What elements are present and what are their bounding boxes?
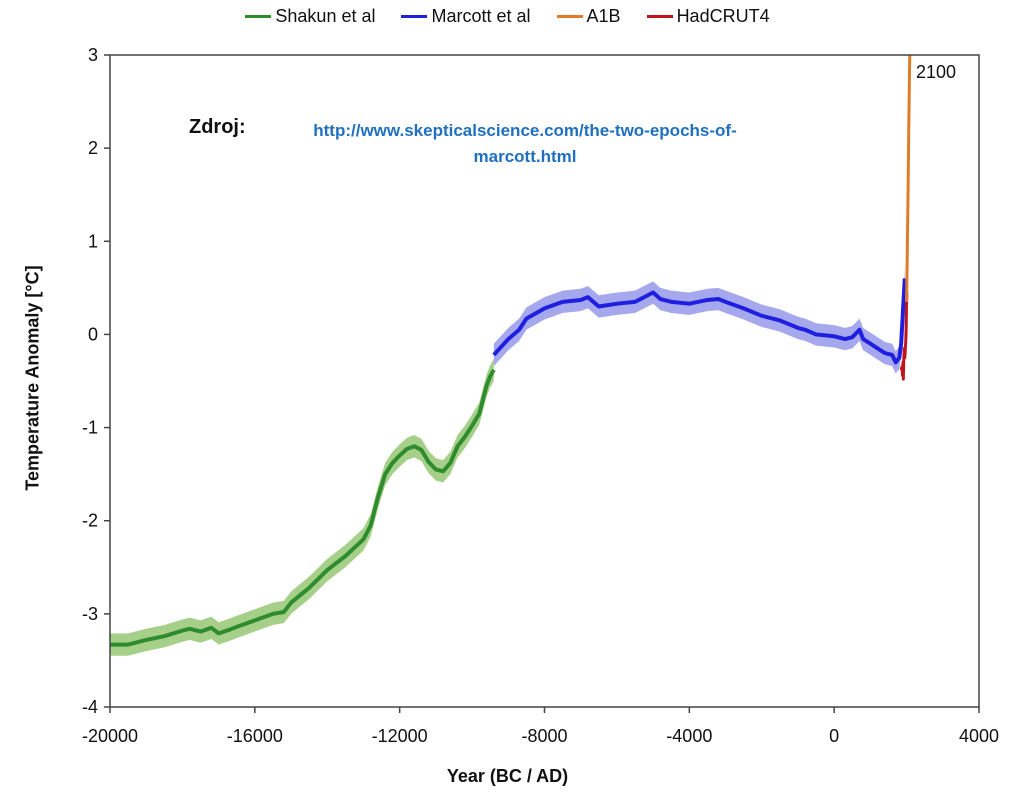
- x-axis-title: Year (BC / AD): [446, 766, 569, 786]
- legend-item-hadcrut4: HadCRUT4: [646, 6, 770, 27]
- legend-swatch-a1b: [556, 15, 583, 18]
- y-axis-title: Temperature Anomaly [°C]: [22, 265, 43, 491]
- y-tick-label: 2: [88, 138, 98, 158]
- legend-label-a1b: A1B: [586, 6, 621, 26]
- legend-swatch-hadcrut4: [646, 15, 673, 18]
- legend-swatch-marcott: [401, 15, 428, 18]
- legend-label-hadcrut4: HadCRUT4: [676, 6, 770, 26]
- legend-item-shakun: Shakun et al: [245, 6, 375, 27]
- legend-label-marcott: Marcott et al: [431, 6, 531, 26]
- x-tick-label: -20000: [82, 726, 138, 746]
- legend-item-marcott: Marcott et al: [401, 6, 531, 27]
- series-line-marcott-et-al: [492, 278, 907, 365]
- x-tick-label: 0: [829, 726, 839, 746]
- legend-swatch-shakun: [245, 15, 272, 18]
- uncertainty-band-marcott-et-al: [493, 267, 905, 374]
- year-2100-annotation: 2100: [916, 62, 957, 82]
- legend: Shakun et al Marcott et al A1B HadCRUT4: [0, 6, 1015, 27]
- y-tick-label: -3: [82, 604, 98, 624]
- y-tick-label: 3: [88, 45, 98, 65]
- series-line-hadcrut4: [899, 292, 909, 381]
- uncertainty-band-shakun-et-al: [110, 358, 494, 656]
- y-tick-label: 1: [88, 231, 98, 251]
- x-tick-label: -16000: [227, 726, 283, 746]
- source-link[interactable]: http://www.skepticalscience.com/the-two-…: [313, 121, 737, 166]
- series-line-a1b: [905, 55, 912, 302]
- x-tick-label: 4000: [959, 726, 999, 746]
- series-line-shakun-et-al: [110, 368, 496, 647]
- y-tick-label: -2: [82, 511, 98, 531]
- y-tick-label: -1: [82, 418, 98, 438]
- x-tick-label: -4000: [666, 726, 712, 746]
- x-tick-label: -12000: [372, 726, 428, 746]
- legend-label-shakun: Shakun et al: [275, 6, 376, 26]
- plot-area: [110, 55, 979, 707]
- y-tick-label: 0: [88, 324, 98, 344]
- x-tick-label: -8000: [521, 726, 567, 746]
- source-label: Zdroj:: [189, 116, 246, 138]
- y-tick-label: -4: [82, 697, 98, 717]
- legend-item-a1b: A1B: [556, 6, 621, 27]
